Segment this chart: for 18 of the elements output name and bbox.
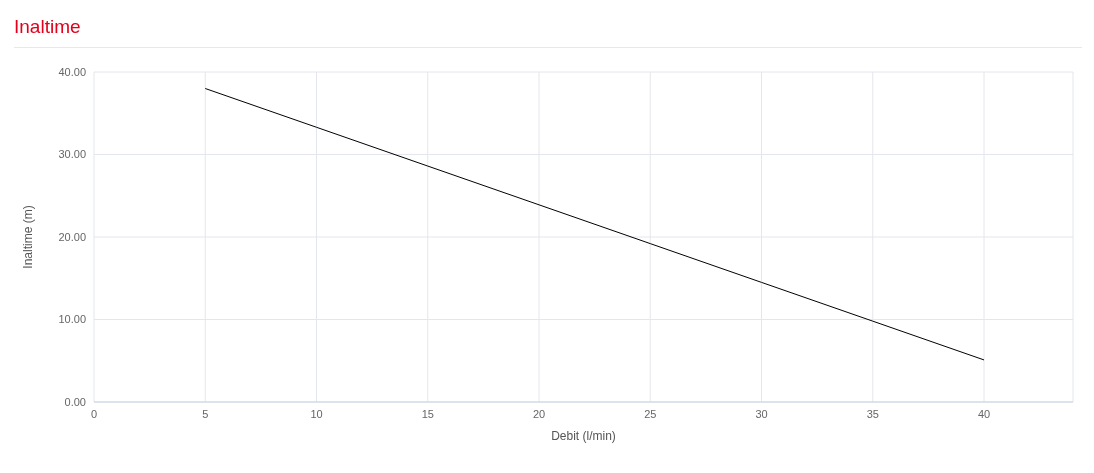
y-axis-title: Inaltime (m) xyxy=(21,205,36,269)
x-tick-label: 10 xyxy=(310,407,323,420)
y-tick-label: 30.00 xyxy=(58,148,86,161)
y-tick-label: 0.00 xyxy=(64,395,86,408)
y-tick-label: 10.00 xyxy=(58,313,86,326)
y-tick-label: 40.00 xyxy=(58,65,86,78)
x-tick-label: 40 xyxy=(977,407,991,420)
x-axis-title: Debit (l/min) xyxy=(551,429,616,443)
x-tick-label: 30 xyxy=(755,407,768,420)
line-series xyxy=(204,88,985,361)
x-tick-label: 0 xyxy=(90,407,98,420)
x-tick-label: 15 xyxy=(421,407,434,420)
y-tick-label: 20.00 xyxy=(58,230,86,243)
x-tick-label: 25 xyxy=(644,407,657,420)
x-tick-label: 35 xyxy=(866,407,879,420)
chart-title: Inaltime xyxy=(14,16,81,38)
x-tick-label: 20 xyxy=(532,407,546,420)
x-tick-label: 5 xyxy=(202,407,209,420)
